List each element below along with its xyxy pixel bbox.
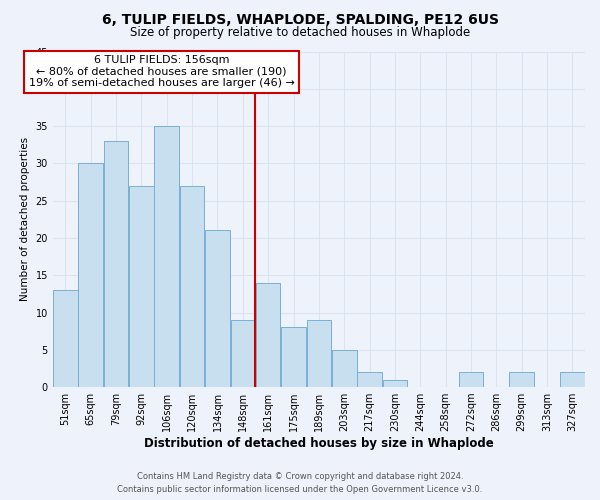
Bar bbox=[256, 282, 280, 387]
Text: 6, TULIP FIELDS, WHAPLODE, SPALDING, PE12 6US: 6, TULIP FIELDS, WHAPLODE, SPALDING, PE1… bbox=[101, 12, 499, 26]
Bar bbox=[230, 320, 255, 387]
Bar bbox=[205, 230, 230, 387]
Bar bbox=[154, 126, 179, 387]
Bar bbox=[79, 164, 103, 387]
X-axis label: Distribution of detached houses by size in Whaplode: Distribution of detached houses by size … bbox=[144, 437, 494, 450]
Bar bbox=[281, 328, 306, 387]
Bar bbox=[509, 372, 534, 387]
Y-axis label: Number of detached properties: Number of detached properties bbox=[20, 137, 30, 302]
Bar bbox=[129, 186, 154, 387]
Bar bbox=[357, 372, 382, 387]
Text: 6 TULIP FIELDS: 156sqm
← 80% of detached houses are smaller (190)
19% of semi-de: 6 TULIP FIELDS: 156sqm ← 80% of detached… bbox=[29, 55, 295, 88]
Text: Contains HM Land Registry data © Crown copyright and database right 2024.
Contai: Contains HM Land Registry data © Crown c… bbox=[118, 472, 482, 494]
Bar bbox=[332, 350, 356, 387]
Bar bbox=[104, 141, 128, 387]
Bar bbox=[180, 186, 205, 387]
Bar bbox=[307, 320, 331, 387]
Bar bbox=[383, 380, 407, 387]
Bar bbox=[53, 290, 77, 387]
Bar bbox=[458, 372, 483, 387]
Bar bbox=[560, 372, 584, 387]
Text: Size of property relative to detached houses in Whaplode: Size of property relative to detached ho… bbox=[130, 26, 470, 39]
